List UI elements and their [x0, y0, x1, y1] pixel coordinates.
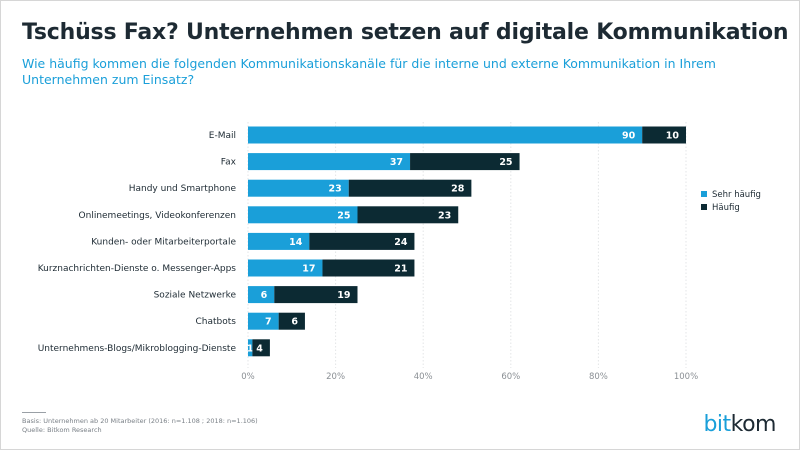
logo-part-kom: kom: [730, 412, 777, 437]
bar-sehr-haeufig: [248, 232, 310, 250]
bar-haeufig: [357, 206, 459, 224]
bar-sehr-haeufig: [248, 259, 323, 277]
footnote-basis: Basis: Unternehmen ab 20 Mitarbeiter (20…: [22, 417, 258, 425]
data-label: 7: [265, 317, 272, 328]
footnote-divider: [22, 412, 46, 413]
data-label: 28: [451, 184, 465, 195]
bar-haeufig: [322, 259, 415, 277]
x-tick-label: 40%: [414, 372, 433, 382]
footnote-source: Quelle: Bitkom Research: [22, 426, 102, 434]
x-tick-label: 20%: [326, 372, 345, 382]
data-label: 4: [256, 343, 263, 354]
bar-haeufig: [274, 286, 358, 304]
chart-subtitle: Wie häufig kommen die folgenden Kommunik…: [22, 56, 716, 87]
data-label: 21: [394, 264, 407, 275]
bar-sehr-haeufig: [248, 339, 253, 357]
bar-sehr-haeufig: [248, 179, 349, 197]
bitkom-logo: bitkom: [703, 412, 776, 437]
bar-haeufig: [348, 179, 472, 197]
data-label: 24: [394, 237, 408, 248]
category-label: Kunden- oder Mitarbeiterportale: [91, 237, 236, 247]
bar-sehr-haeufig: [248, 126, 643, 144]
category-label: Handy und Smartphone: [129, 184, 237, 194]
data-label: 25: [337, 210, 350, 221]
data-label: 25: [499, 157, 512, 168]
legend-swatch-sehr-haeufig: [701, 191, 707, 197]
data-label: 17: [302, 264, 315, 275]
bar-sehr-haeufig: [248, 206, 358, 224]
footnote: Basis: Unternehmen ab 20 Mitarbeiter (20…: [22, 417, 258, 435]
chart-title: Tschüss Fax? Unternehmen setzen auf digi…: [22, 20, 789, 45]
data-label: 1: [247, 343, 254, 354]
data-label: 37: [390, 157, 403, 168]
x-tick-label: 80%: [589, 372, 608, 382]
category-label: Onlinemeetings, Videokonferenzen: [79, 211, 236, 221]
data-label: 19: [337, 290, 350, 301]
data-label: 90: [622, 131, 636, 142]
logo-part-bit: bit: [703, 412, 731, 437]
bar-haeufig: [642, 126, 686, 144]
data-label: 10: [666, 131, 680, 142]
data-label: 23: [438, 210, 451, 221]
category-label: Soziale Netzwerke: [154, 291, 237, 301]
legend-swatch-haeufig: [701, 204, 707, 210]
bar-haeufig: [278, 312, 305, 330]
data-label: 6: [261, 290, 268, 301]
x-tick-label: 100%: [674, 372, 698, 382]
category-label: Kurznachrichten-Dienste o. Messenger-App…: [38, 264, 237, 274]
category-label: Unternehmens-Blogs/Mikroblogging-Dienste: [38, 344, 237, 354]
category-label: Fax: [221, 158, 237, 168]
bar-haeufig: [309, 232, 415, 250]
bar-haeufig: [410, 153, 520, 171]
legend-label: Sehr häufig: [712, 190, 761, 200]
data-label: 23: [329, 184, 342, 195]
bar-haeufig: [252, 339, 270, 357]
x-tick-label: 0%: [241, 372, 255, 382]
bar-sehr-haeufig: [248, 153, 411, 171]
bar-sehr-haeufig: [248, 312, 279, 330]
legend-label: Häufig: [712, 203, 740, 213]
x-tick-label: 60%: [501, 372, 520, 382]
category-label: E-Mail: [209, 131, 236, 141]
data-label: 14: [289, 237, 303, 248]
bar-sehr-haeufig: [248, 286, 275, 304]
category-label: Chatbots: [196, 317, 237, 327]
data-label: 6: [291, 317, 298, 328]
